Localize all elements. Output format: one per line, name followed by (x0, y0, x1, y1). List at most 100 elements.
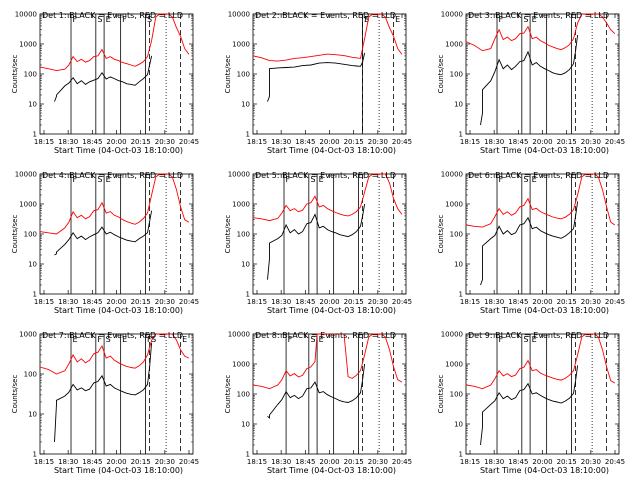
x-tick-label: 18:15 (247, 138, 267, 146)
series-line-black (480, 365, 579, 446)
y-axis-label: Counts/sec (437, 55, 445, 94)
x-tick-label: 20:00 (319, 458, 339, 466)
flag-label: E (532, 175, 537, 184)
y-tick-label: 1000 (445, 201, 463, 209)
y-tick-label: 10 (454, 101, 463, 109)
flag-label: E (532, 15, 537, 24)
plot-frame (39, 173, 194, 295)
panel-det-1: 1 10 100 1000 10000 18:15 18:30 18:45 20:00 20:15… (11, 11, 199, 156)
y-tick-label: 10 (241, 261, 250, 269)
flag-label: E (395, 15, 400, 24)
flag-label: E (122, 335, 127, 344)
y-axis-label: Counts/sec (11, 215, 19, 254)
x-tick-label: 20:15 (131, 138, 151, 146)
series-line-red (39, 333, 190, 375)
series-line-black (267, 203, 366, 280)
y-tick-label: 10 (454, 421, 463, 429)
flag-label: F (286, 175, 291, 184)
y-tick-label: 10000 (441, 11, 463, 19)
x-tick-label: 18:15 (34, 298, 54, 306)
y-tick-label: 10000 (228, 331, 250, 339)
x-tick-label: 20:00 (532, 298, 552, 306)
y-tick-label: 1 (459, 451, 463, 459)
y-tick-label: 1 (246, 131, 250, 139)
series-line-black (54, 342, 153, 443)
panel-title: Det 6: BLACK = Events, RED = LLD (468, 171, 609, 180)
y-axis-label: Counts/sec (224, 215, 232, 254)
y-tick-label: 10000 (228, 11, 250, 19)
series-line-black (267, 52, 366, 102)
x-tick-label: 18:30 (58, 138, 78, 146)
y-tick-label: 100 (24, 71, 37, 79)
x-tick-label: 20:45 (605, 298, 625, 306)
y-tick-label: 10 (241, 421, 250, 429)
x-tick-label: 20:45 (179, 138, 199, 146)
plot-frame (252, 13, 407, 135)
y-tick-label: 10 (454, 261, 463, 269)
x-tick-label: 20:30 (368, 458, 388, 466)
y-tick-label: 10000 (15, 11, 37, 19)
x-tick-label: 20:30 (581, 298, 601, 306)
y-tick-label: 100 (237, 231, 250, 239)
x-tick-label: 18:30 (271, 298, 291, 306)
y-axis-label: Counts/sec (224, 375, 232, 414)
panel-det-7: 1 10 100 1000 18:15 18:30 18:45 20:00 20:15 20:30… (11, 331, 199, 476)
x-tick-label: 18:15 (460, 458, 480, 466)
x-tick-label: 20:45 (392, 458, 412, 466)
y-tick-label: 1000 (232, 361, 250, 369)
y-axis-label: Counts/sec (11, 55, 19, 94)
x-tick-label: 20:15 (131, 298, 151, 306)
y-tick-label: 10 (28, 261, 37, 269)
x-tick-label: 18:15 (460, 138, 480, 146)
x-tick-label: 20:30 (368, 298, 388, 306)
y-tick-label: 10000 (15, 171, 37, 179)
y-tick-label: 1 (246, 291, 250, 299)
y-tick-label: 10000 (441, 171, 463, 179)
series-line-red (252, 333, 403, 390)
x-axis-label: Start Time (04-Oct-03 18:10:00) (54, 306, 183, 315)
x-tick-label: 20:15 (344, 298, 364, 306)
flag-label: F (73, 15, 78, 24)
x-axis-label: Start Time (04-Oct-03 18:10:00) (480, 466, 609, 475)
flag-label: S (97, 175, 102, 184)
flag-label: F (288, 335, 293, 344)
x-tick-label: 18:15 (247, 458, 267, 466)
flag-label: S (151, 335, 156, 344)
panel-title: Det 4: BLACK = Events, RED = LLD (42, 171, 183, 180)
x-tick-label: 20:30 (155, 298, 175, 306)
y-tick-label: 100 (237, 71, 250, 79)
y-tick-label: 100 (237, 391, 250, 399)
x-tick-label: 18:30 (58, 458, 78, 466)
panel-det-8: 1 10 100 1000 10000 18:15 18:30 18:45 20:00 20:15… (224, 331, 412, 476)
y-tick-label: 100 (450, 391, 463, 399)
series-line-black (54, 55, 153, 102)
x-tick-label: 18:30 (484, 138, 504, 146)
plot-frame (252, 173, 407, 295)
x-axis-label: Start Time (04-Oct-03 18:10:00) (267, 306, 396, 315)
panel-det-3: 1 10 100 1000 10000 18:15 18:30 18:45 20:00 20:15… (437, 11, 625, 156)
flag-label: F (122, 15, 127, 24)
x-tick-label: 20:45 (605, 458, 625, 466)
y-tick-label: 1000 (19, 331, 37, 339)
series-line-red (39, 173, 190, 235)
flag-label: S (106, 335, 111, 344)
x-tick-label: 18:30 (484, 458, 504, 466)
x-axis-label: Start Time (04-Oct-03 18:10:00) (54, 466, 183, 475)
x-tick-label: 18:15 (247, 298, 267, 306)
y-tick-label: 1000 (19, 201, 37, 209)
y-tick-label: 1000 (445, 41, 463, 49)
x-tick-label: 20:30 (155, 458, 175, 466)
y-tick-label: 100 (24, 231, 37, 239)
flag-label: S (523, 335, 528, 344)
x-tick-label: 18:45 (508, 458, 528, 466)
y-tick-label: 100 (450, 71, 463, 79)
flag-label: S (97, 15, 102, 24)
panel-title: Det 5: BLACK = Events, RED = LLD (255, 171, 396, 180)
x-tick-label: 18:45 (82, 298, 102, 306)
x-tick-label: 20:45 (179, 298, 199, 306)
y-tick-label: 1000 (232, 41, 250, 49)
panel-title: Det 9: BLACK = Events, RED = LLD (468, 331, 609, 340)
x-tick-label: 20:45 (605, 138, 625, 146)
flag-label: S (147, 15, 152, 24)
